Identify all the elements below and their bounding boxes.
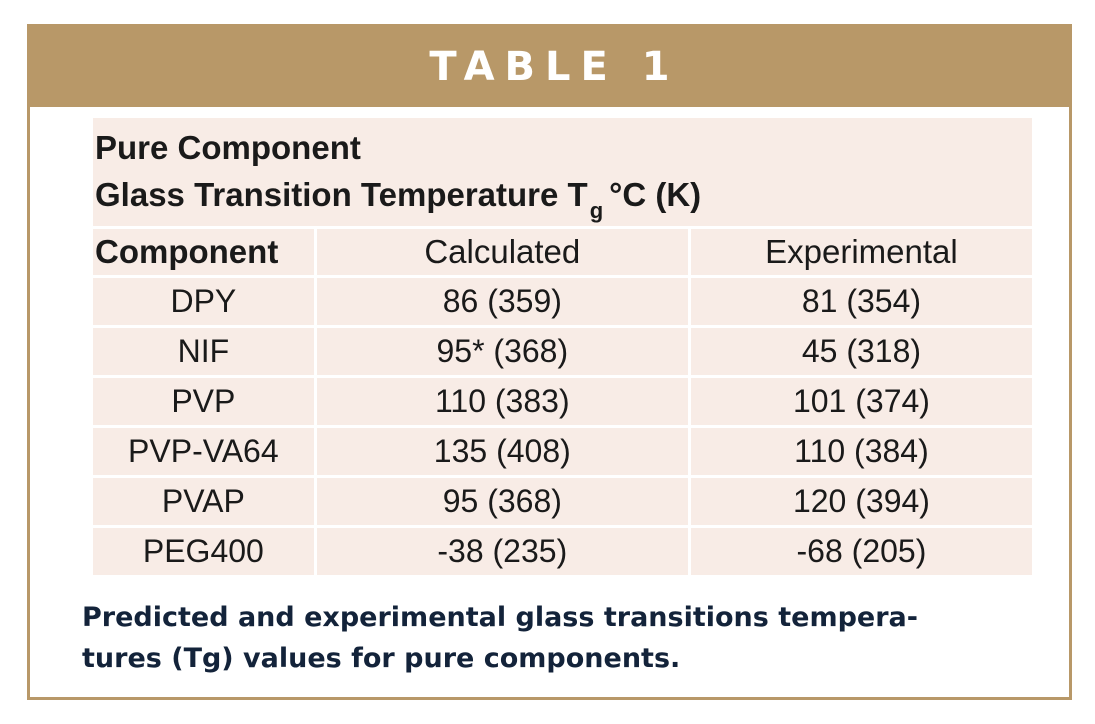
- title-subscript: g: [589, 198, 604, 223]
- title-line-2: Glass Transition Temperature Tg °C (K): [95, 171, 1032, 223]
- cell-experimental: 120 (394): [690, 478, 1032, 525]
- header-row: Component Calculated Experimental: [93, 229, 1032, 275]
- cell-experimental: 101 (374): [690, 378, 1032, 425]
- cell-experimental: 110 (384): [690, 428, 1032, 475]
- cell-calculated: 110 (383): [316, 378, 688, 425]
- table-row: PEG400 -38 (235) -68 (205): [93, 528, 1032, 575]
- cell-component: PVP: [93, 378, 314, 425]
- cell-calculated: 95 (368): [316, 478, 688, 525]
- table-row: PVP-VA64 135 (408) 110 (384): [93, 428, 1032, 475]
- caption-line-2: tures (Tg) values for pure components.: [82, 643, 681, 674]
- header-experimental: Experimental: [690, 229, 1032, 275]
- cell-component: PVAP: [93, 478, 314, 525]
- table-title-row: Pure Component Glass Transition Temperat…: [93, 118, 1032, 226]
- caption-line-1: Predicted and experimental glass transit…: [82, 602, 918, 633]
- header-component: Component: [93, 229, 314, 275]
- cell-component: PEG400: [93, 528, 314, 575]
- cell-calculated: -38 (235): [316, 528, 688, 575]
- cell-experimental: 45 (318): [690, 328, 1032, 375]
- cell-component: NIF: [93, 328, 314, 375]
- header-calculated: Calculated: [316, 229, 688, 275]
- cell-calculated: 86 (359): [316, 278, 688, 325]
- table-banner: TABLE 1: [30, 27, 1069, 107]
- banner-label: TABLE 1: [429, 44, 680, 90]
- tg-table: Pure Component Glass Transition Temperat…: [90, 115, 1035, 578]
- table-row: NIF 95* (368) 45 (318): [93, 328, 1032, 375]
- title-main: Glass Transition Temperature T: [95, 176, 588, 213]
- cell-component: PVP-VA64: [93, 428, 314, 475]
- cell-calculated: 135 (408): [316, 428, 688, 475]
- table-row: DPY 86 (359) 81 (354): [93, 278, 1032, 325]
- cell-component: DPY: [93, 278, 314, 325]
- cell-experimental: 81 (354): [690, 278, 1032, 325]
- title-line-1: Pure Component: [95, 129, 361, 166]
- cell-calculated: 95* (368): [316, 328, 688, 375]
- cell-experimental: -68 (205): [690, 528, 1032, 575]
- table-row: PVAP 95 (368) 120 (394): [93, 478, 1032, 525]
- table-frame: TABLE 1 Pure Component Glass Transition …: [27, 24, 1072, 700]
- title-unit: °C (K): [609, 176, 702, 213]
- table-row: PVP 110 (383) 101 (374): [93, 378, 1032, 425]
- table-title: Pure Component Glass Transition Temperat…: [93, 118, 1032, 226]
- table-caption: Predicted and experimental glass transit…: [82, 597, 1042, 679]
